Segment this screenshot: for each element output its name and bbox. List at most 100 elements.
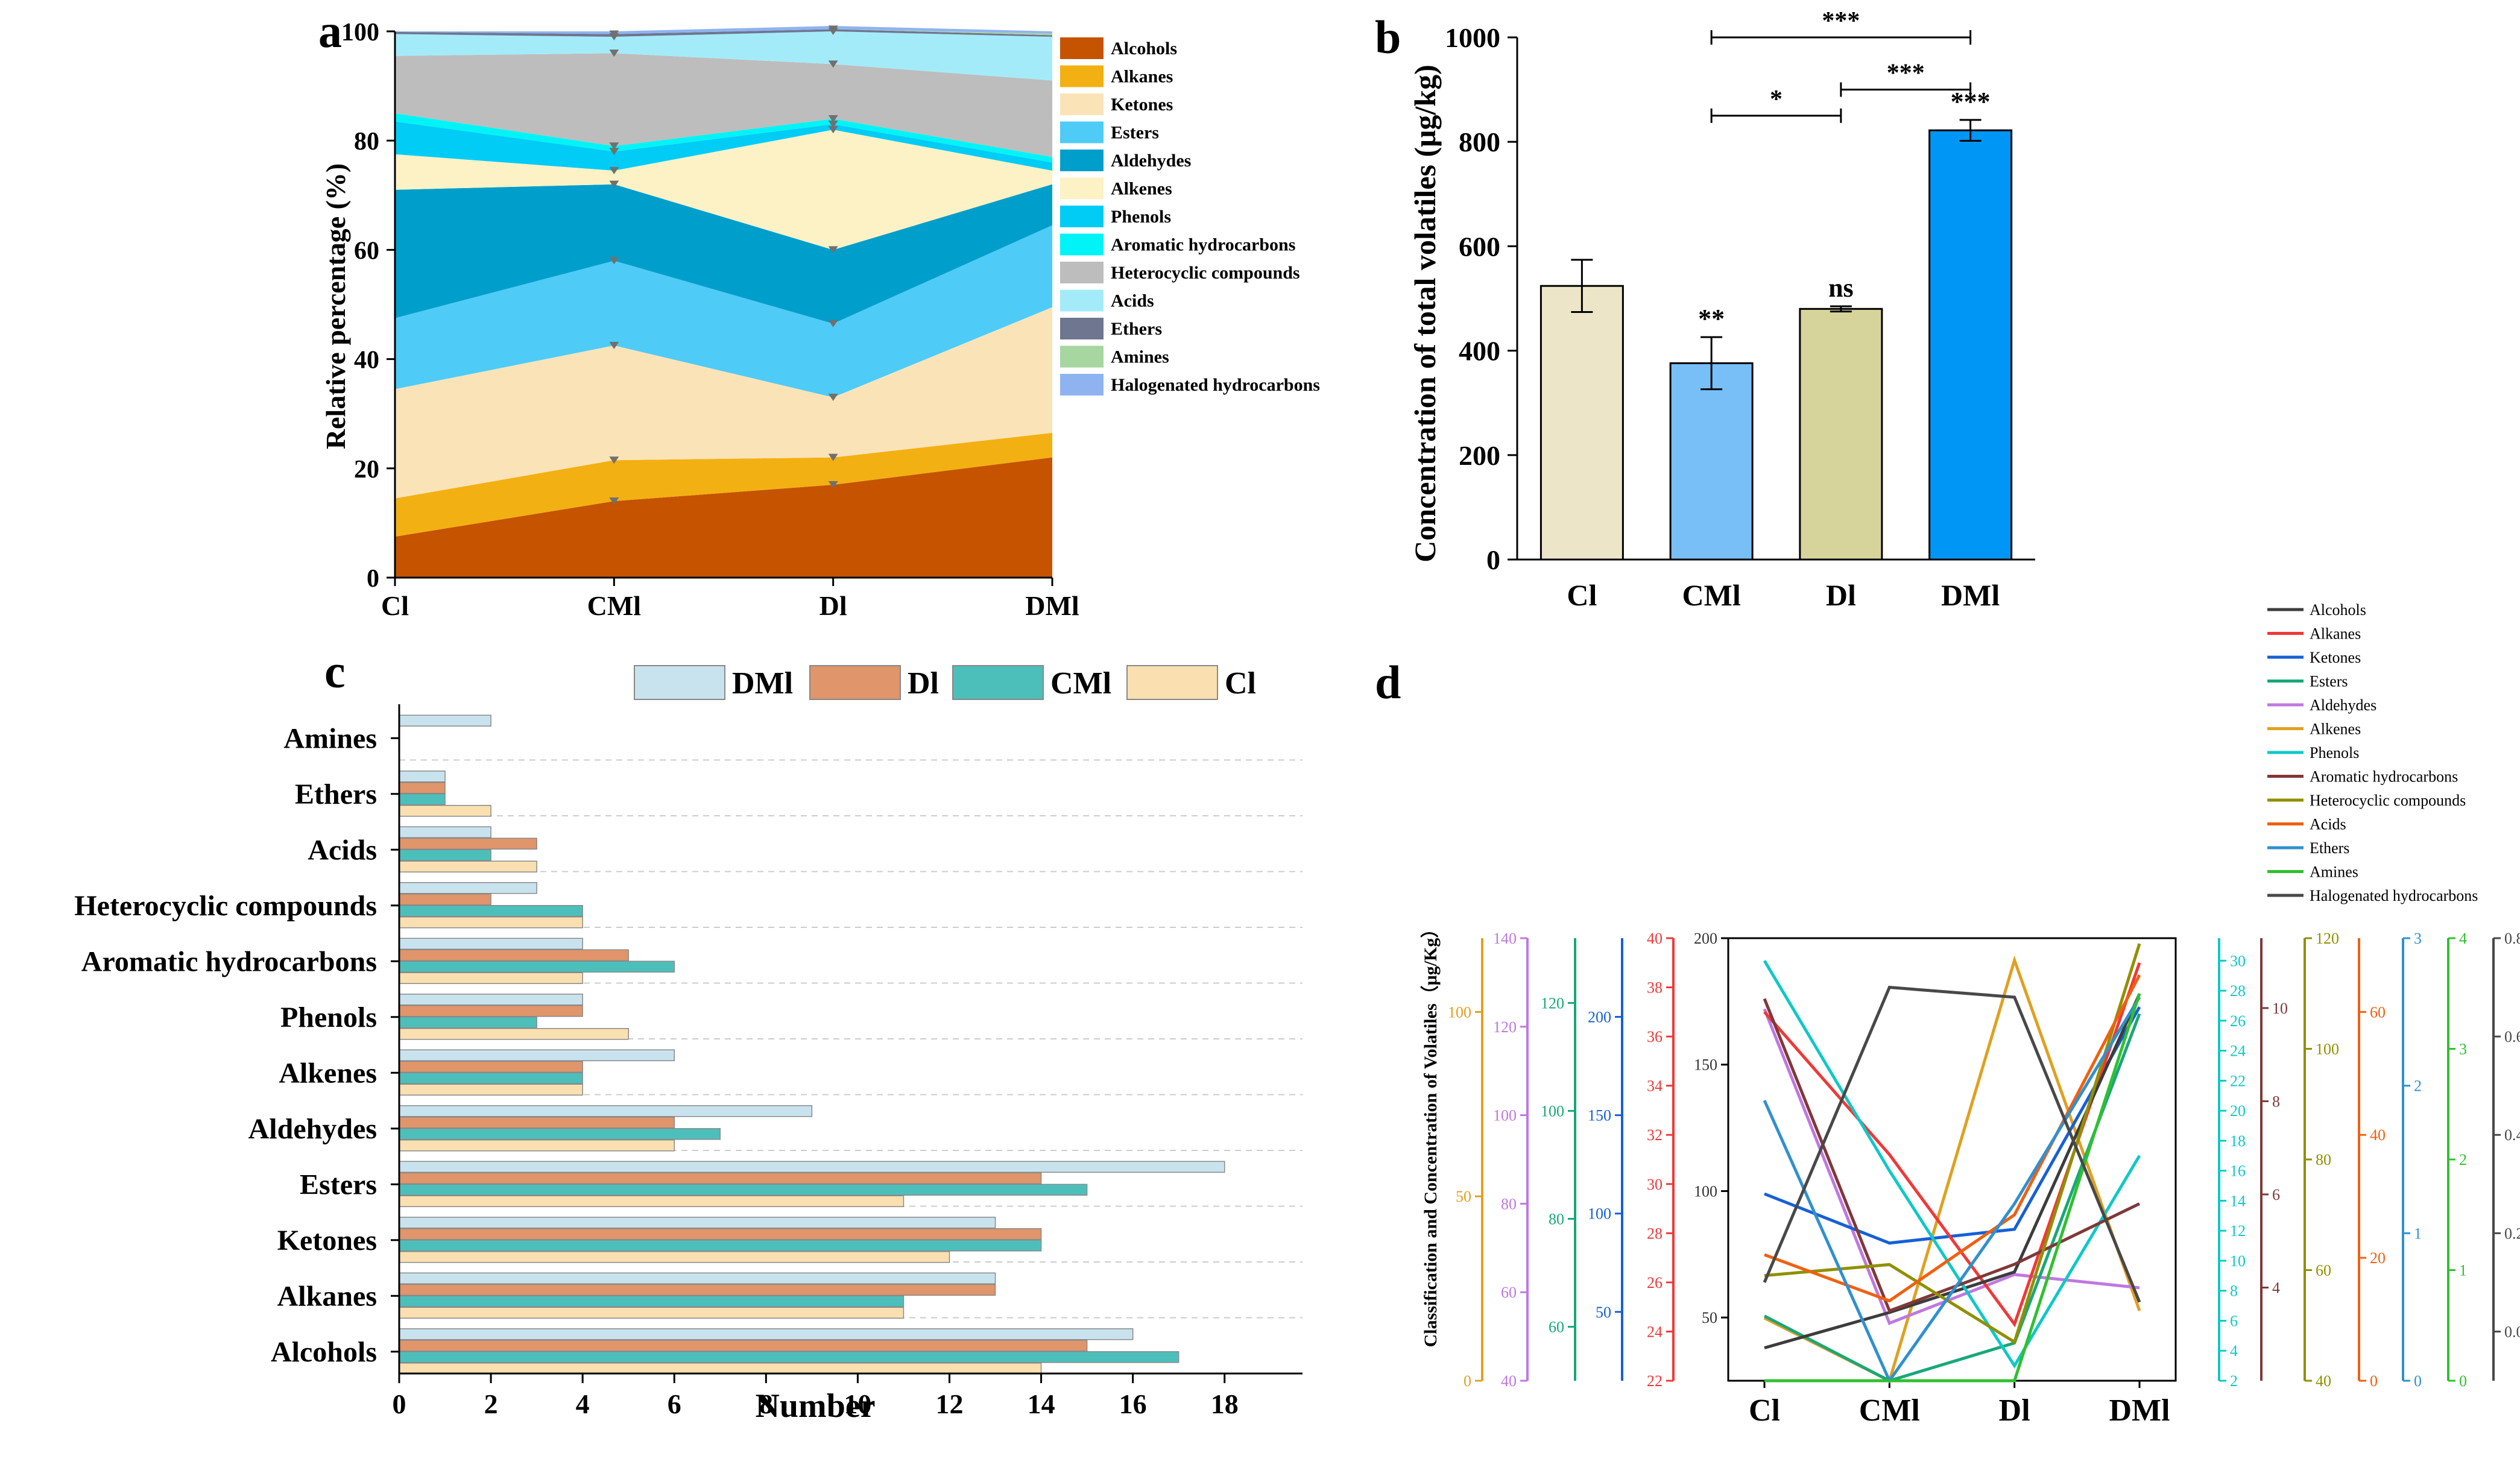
legend-swatch-acids [1060,289,1104,312]
panel-d-letter: d [1375,656,1401,708]
category-label-alkenes: Alkenes [279,1057,377,1089]
legend-label-ethers: Ethers [1111,319,1162,339]
legend-swatch-alkenes [1060,177,1104,200]
legend-label-acids: Acids [2310,816,2346,833]
line-acids [1764,974,2141,1303]
marker-aromatic-hydrocarbons [828,115,838,122]
marker-aromatic-hydrocarbons [609,142,619,150]
panel-a-letter: a [318,5,342,57]
axis-tick-label: 0 [2370,1372,2378,1390]
bar-aromatic-hydrocarbons-cml [399,960,675,973]
axis-tick-label: 0.2 [2504,1225,2520,1242]
axis-tick-label: 10 [2230,1252,2246,1270]
axis-tick-label: 0.4 [2504,1126,2520,1144]
area-heterocyclic-compounds [395,53,1052,157]
y-tick-label: 1000 [1445,22,1500,53]
x-tick-label: 16 [1119,1389,1147,1419]
axis-tick-label: 150 [1588,1107,1611,1124]
area-alkenes [395,130,1052,250]
axis-tick-label: 80 [1501,1195,1517,1213]
axis-tick-label: 100 [1588,1205,1611,1223]
panel-d-ylabel: Classification and Concentration of Vola… [1420,920,1441,1348]
bar-alcohols-cl [399,1363,1042,1375]
axis-tick-label: 16 [2230,1162,2246,1180]
bar-ketones-cml [399,1240,1042,1252]
legend-label-heterocyclic-compounds: Heterocyclic compounds [2310,792,2466,809]
bar-ethers-cml [399,793,446,806]
bar-acids-cml [399,849,491,861]
marker-alkenes [828,126,838,134]
legend-label-ketones: Ketones [1111,95,1173,115]
line-halogenated-hydrocarbons [1763,985,2141,1303]
legend-swatch-aromatic-hydrocarbons [1060,233,1104,256]
axis-tick-label: 20 [2370,1249,2386,1267]
panel-a-chart: a Relative percentage (%) 0 20 40 60 80 100 Cl… [318,5,1320,621]
bar-alkanes-cml [399,1295,905,1307]
category-label-aldehydes: Aldehydes [248,1113,377,1145]
legend-swatch-dl [809,665,901,700]
legend-label-dl: Dl [908,666,939,701]
marker-phenols [828,121,838,128]
area-alkanes [395,432,1052,537]
x-tick-label: 12 [935,1389,963,1419]
x-tick-label: CMl [1859,1393,1920,1428]
bar-esters-dml [399,1161,1225,1173]
bar-esters-dl [399,1172,1042,1184]
bar-phenols-dl [399,1005,583,1017]
legend-swatch-cml [952,665,1044,700]
bar-aromatic-hydrocarbons-dml [399,938,583,950]
axis-tick-label: 32 [1647,1126,1663,1144]
legend-label-alcohols: Alcohols [2310,601,2366,619]
plot-frame [1727,937,2177,1382]
axis-tick-label: 4 [2272,1279,2280,1296]
marker-aldehydes [609,180,619,188]
x-tick-label: Dl [1999,1393,2030,1428]
bar-acids-dml [399,826,491,838]
legend-swatch-heterocyclic-compounds [1060,262,1104,283]
axis-tick-label: 4 [2230,1342,2238,1360]
bar-ethers-dl [399,782,446,794]
line-ethers [1763,996,2141,1384]
legend-label-aromatic-hydrocarbons: Aromatic hydrocarbons [2310,768,2458,786]
marker-alkanes [609,456,619,464]
x-tick-label: DMl [2109,1393,2170,1428]
bar-aldehydes-dl [399,1117,675,1129]
panel-b-ylabel: Concentration of total volatiles (μg/kg) [1408,65,1442,562]
area-acids [395,31,1052,81]
bar-alcohols-dl [399,1340,1088,1352]
bar-aromatic-hydrocarbons-dl [399,949,629,961]
axis-tick-label: 34 [1647,1077,1663,1095]
legend-label-esters: Esters [2310,673,2348,690]
axis-tick-label: 24 [1647,1323,1663,1340]
axis-tick-label: 100 [1448,1003,1471,1021]
axis-tick-label: 14 [2230,1192,2246,1210]
legend-label-phenols: Phenols [1111,207,1171,227]
legend-label-alkanes: Alkanes [2310,625,2361,643]
x-tick-label: CMl [587,590,641,621]
bar-ketones-dl [399,1228,1042,1240]
x-tick-label: Dl [1826,578,1856,612]
line-phenols [1763,960,2141,1369]
legend-label-alcohols: Alcohols [1111,39,1177,58]
x-tick-label: 8 [759,1389,773,1419]
axis-tick-label: 0 [2459,1372,2467,1390]
axis-tick-label: 30 [1647,1176,1663,1193]
x-tick-label: Cl [381,590,409,621]
category-label-heterocyclic-compounds: Heterocyclic compounds [74,890,377,922]
marker-alkanes [828,453,838,461]
axis-tick-label: 2 [2414,1077,2422,1095]
axis-tick-label: 140 [1493,930,1517,947]
line-heterocyclic-compounds [1764,943,2141,1345]
panel-c-chart: c Number DMl Dl CMl Cl Amines Ethers Acids Het… [74,645,1303,1425]
bar-heterocyclic-compounds-cl [399,916,583,929]
axis-tick-label: 0.6 [2504,1028,2520,1046]
bar-ketones-cl [399,1251,950,1263]
marker-phenols [609,148,619,156]
legend-swatch-phenols [1060,206,1104,227]
axis-tick-label: 28 [1647,1225,1663,1242]
legend-label-acids: Acids [1111,291,1154,311]
category-label-ethers: Ethers [295,778,377,810]
marker-alkenes [609,167,619,175]
y-tick-label: 40 [354,347,379,374]
axis-tick-label: 26 [2230,1012,2246,1030]
